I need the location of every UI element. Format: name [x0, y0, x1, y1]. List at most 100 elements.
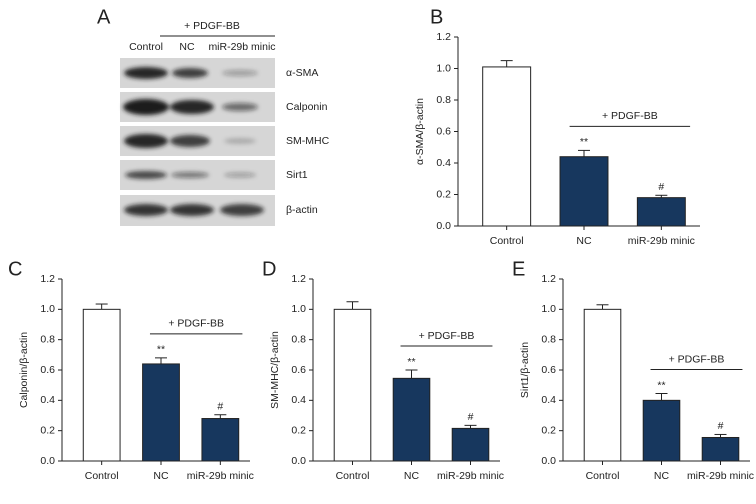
significance-label: **: [157, 344, 165, 356]
band: [224, 138, 256, 144]
band: [170, 204, 214, 216]
significance-label: #: [217, 401, 223, 413]
western-blot: A + PDGF-BB Control NC miR-29b minic: [97, 6, 330, 226]
y-tick-label: 0.0: [436, 220, 451, 232]
x-tick-label: miR-29b minic: [437, 470, 504, 482]
y-tick-label: 0.8: [436, 94, 451, 106]
protein-label: α-SMA: [286, 67, 318, 79]
y-tick-label: 0.8: [40, 333, 55, 345]
treatment-label: + PDGF-BB: [419, 330, 475, 342]
band: [172, 68, 208, 78]
lane-label: Control: [129, 41, 163, 53]
significance-label: **: [407, 356, 415, 368]
y-tick-label: 0.2: [541, 424, 556, 436]
band: [123, 99, 169, 115]
panel-label: B: [430, 6, 443, 28]
x-tick-label: Control: [586, 470, 620, 482]
y-tick-label: 1.2: [40, 273, 55, 285]
panel-label: A: [97, 6, 111, 28]
bar: [82, 308, 121, 462]
y-axis-label: Sirt1/β-actin: [519, 342, 531, 398]
y-tick-label: 0.2: [291, 424, 306, 436]
bar: [482, 66, 532, 227]
x-tick-label: miR-29b minic: [628, 235, 695, 247]
treatment-label: + PDGF-BB: [184, 20, 240, 32]
x-tick-label: miR-29b minic: [187, 470, 254, 482]
x-tick-label: NC: [404, 470, 420, 482]
bar-chart: Bα-SMA/β-actin 0.0 0.2 0.4 0.6 0.8 1.0 1.2 Contr…: [414, 6, 700, 247]
x-tick-label: NC: [654, 470, 670, 482]
y-tick-label: 1.0: [40, 303, 55, 315]
y-tick-label: 1.2: [541, 273, 556, 285]
bar-chart: D SM-MHC/β-actin 0.0 0.2 0.4 0.6 0.8 1.0 1.2 Cont…: [262, 258, 504, 482]
y-tick-label: 0.6: [291, 364, 306, 376]
y-tick-label: 0.2: [436, 188, 451, 200]
y-tick-label: 1.2: [291, 273, 306, 285]
y-tick-label: 0.6: [541, 364, 556, 376]
panel-label: C: [8, 258, 22, 280]
bar: [451, 427, 490, 462]
y-tick-label: 0.4: [291, 394, 306, 406]
band: [222, 70, 258, 76]
significance-label: **: [580, 136, 588, 148]
treatment-label: + PDGF-BB: [669, 353, 725, 365]
x-tick-label: Control: [490, 235, 524, 247]
bar: [333, 308, 372, 462]
significance-label: #: [468, 411, 474, 423]
y-tick-label: 0.6: [436, 125, 451, 137]
significance-label: #: [658, 181, 664, 193]
x-tick-label: NC: [576, 235, 592, 247]
bar: [559, 156, 609, 227]
x-tick-label: Control: [336, 470, 370, 482]
lane-label: NC: [179, 41, 195, 53]
protein-label: β-actin: [286, 204, 318, 216]
y-tick-label: 0.8: [541, 333, 556, 345]
band: [170, 100, 214, 114]
x-tick-label: NC: [153, 470, 169, 482]
y-tick-label: 0.4: [40, 394, 55, 406]
panel-label: D: [262, 258, 276, 280]
y-tick-label: 0.4: [541, 394, 556, 406]
band: [124, 204, 168, 216]
treatment-label: + PDGF-BB: [168, 318, 224, 330]
y-tick-label: 0.8: [291, 333, 306, 345]
bar: [201, 418, 240, 462]
bar: [642, 399, 681, 462]
y-tick-label: 0.0: [291, 455, 306, 467]
y-axis-label: Calponin/β-actin: [18, 332, 30, 408]
significance-label: **: [657, 379, 665, 391]
protein-label: Calponin: [286, 101, 328, 113]
band: [125, 171, 167, 179]
bar: [392, 377, 431, 462]
y-tick-label: 0.4: [436, 157, 451, 169]
bar-chart: C Calponin/β-actin 0.0 0.2 0.4 0.6 0.8 1.0 1.2 Co…: [8, 258, 254, 482]
band: [170, 135, 210, 147]
band: [224, 172, 256, 178]
y-axis-label: SM-MHC/β-actin: [269, 331, 281, 409]
y-tick-label: 0.0: [40, 455, 55, 467]
y-tick-label: 0.0: [541, 455, 556, 467]
bar-chart: E Sirt1/β-actin 0.0 0.2 0.4 0.6 0.8 1.0 1.2 Contr…: [512, 258, 754, 482]
x-tick-label: miR-29b minic: [687, 470, 754, 482]
y-tick-label: 0.6: [40, 364, 55, 376]
blot-bands: [123, 67, 264, 216]
bar: [701, 436, 740, 462]
y-tick-label: 1.0: [541, 303, 556, 315]
band: [124, 67, 168, 79]
bar: [142, 363, 180, 462]
y-tick-label: 0.2: [40, 424, 55, 436]
band: [220, 204, 264, 216]
lane-label: miR-29b minic: [208, 41, 275, 53]
bar: [636, 197, 686, 227]
protein-label: Sirt1: [286, 169, 308, 181]
significance-label: #: [718, 420, 724, 432]
bar: [583, 308, 622, 462]
panel-label: E: [512, 258, 525, 280]
band: [124, 134, 168, 148]
y-axis-label: α-SMA/β-actin: [414, 98, 426, 165]
y-tick-label: 1.0: [436, 62, 451, 74]
y-tick-label: 1.0: [291, 303, 306, 315]
treatment-label: + PDGF-BB: [602, 110, 658, 122]
y-tick-label: 1.2: [436, 31, 451, 43]
